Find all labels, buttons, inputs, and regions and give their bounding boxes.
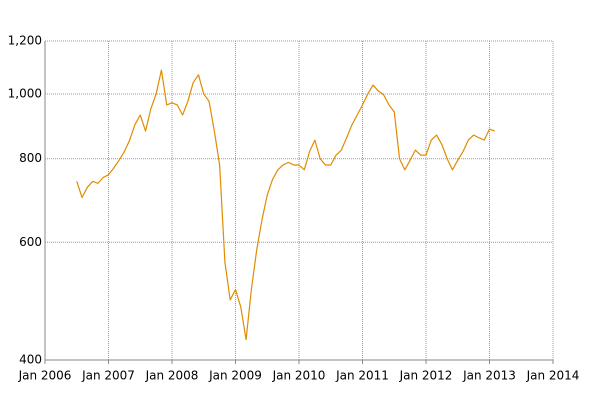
y-tick-label: 800	[19, 151, 42, 165]
y-tick-label: 1,000	[8, 86, 42, 100]
y-tick-label: 400	[19, 353, 42, 367]
x-tick-label: Jan 2013	[462, 369, 516, 383]
y-tick-label: 600	[19, 235, 42, 249]
x-tick-label: Jan 2009	[208, 369, 262, 383]
x-tick-label: Jan 2007	[81, 369, 135, 383]
x-tick-label: Jan 2006	[18, 369, 72, 383]
x-tick-label: Jan 2008	[145, 369, 199, 383]
x-tick-label: Jan 2014	[526, 369, 580, 383]
x-tick-label: Jan 2010	[272, 369, 326, 383]
data-line	[76, 69, 495, 341]
x-tick-label: Jan 2012	[399, 369, 453, 383]
x-tick-label: Jan 2011	[335, 369, 389, 383]
y-tick-label: 1,200	[8, 34, 42, 48]
